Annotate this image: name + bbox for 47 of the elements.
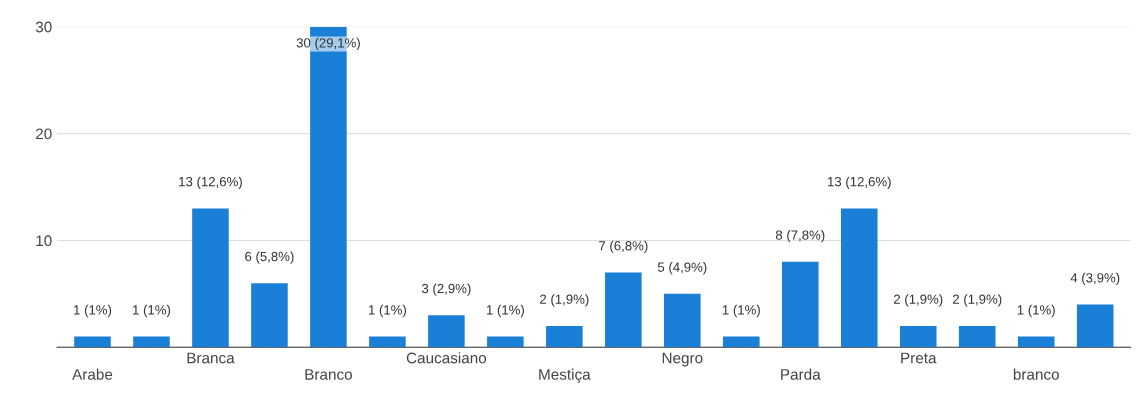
data-label: 4 (3,9%) xyxy=(1070,272,1120,286)
bar xyxy=(781,261,819,348)
data-label: 1 (1%) xyxy=(1017,304,1055,318)
x-tick-label: Mestiça xyxy=(539,368,591,383)
bar xyxy=(74,336,111,348)
data-label: 1 (1%) xyxy=(368,304,407,318)
x-tick-label: Caucasiano xyxy=(406,352,487,364)
bar xyxy=(605,272,642,348)
bar xyxy=(251,283,288,348)
x-tick-label: Branca xyxy=(187,352,235,364)
data-label: 5 (4,9%) xyxy=(657,262,707,275)
data-label: 8 (7,8%) xyxy=(775,230,825,243)
data-label: 30 (29,1%) xyxy=(296,37,360,51)
bar xyxy=(369,336,406,348)
x-tick-label: Branco xyxy=(305,369,352,380)
bar xyxy=(546,325,583,348)
data-label: 1 (1%) xyxy=(133,304,171,318)
bar xyxy=(1017,336,1055,348)
bar xyxy=(723,336,760,348)
bar xyxy=(133,336,170,348)
bar xyxy=(1076,304,1114,348)
x-tick-label: Arabe xyxy=(72,368,113,380)
data-label: 7 (6,8%) xyxy=(599,240,648,254)
data-label: 13 (12,6%) xyxy=(179,176,242,189)
data-label: 3 (2,9%) xyxy=(421,283,471,296)
data-label: 1 (1%) xyxy=(486,304,524,318)
x-tick-label: Preta xyxy=(901,352,937,364)
x-tick-label: Parda xyxy=(781,368,821,380)
y-tick-label: 20 xyxy=(36,128,52,140)
x-tick-label: branco xyxy=(1013,368,1059,380)
y-tick-label: 30 xyxy=(35,21,52,33)
data-label: 2 (1,9%) xyxy=(952,294,1002,307)
bar xyxy=(487,336,524,348)
bar xyxy=(958,325,996,348)
x-tick-label: Negro xyxy=(662,352,703,367)
bar xyxy=(664,293,701,348)
data-label: 6 (5,8%) xyxy=(245,251,294,264)
bar xyxy=(840,208,878,348)
bar xyxy=(899,325,937,348)
bar xyxy=(428,315,465,348)
data-label: 2 (1,9%) xyxy=(540,294,589,307)
data-label: 1 (1%) xyxy=(74,304,112,318)
data-label: 1 (1%) xyxy=(722,304,760,318)
data-label: 13 (12,6%) xyxy=(828,176,891,189)
data-label: 2 (1,9%) xyxy=(893,294,943,307)
y-tick-label: 10 xyxy=(36,235,52,247)
bar xyxy=(192,208,229,348)
